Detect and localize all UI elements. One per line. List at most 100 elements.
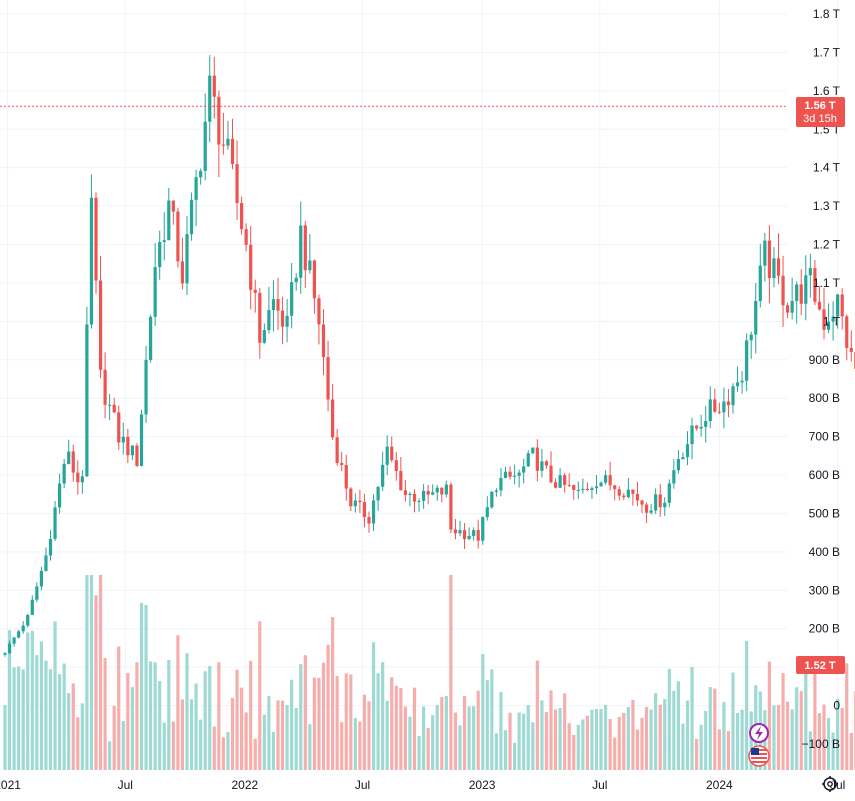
candle-body xyxy=(176,211,180,262)
volume-bar xyxy=(708,687,712,770)
candle-body xyxy=(735,382,740,387)
volume-bar xyxy=(381,662,385,770)
volume-badge: 1.52 T xyxy=(796,656,845,674)
volume-bar xyxy=(158,680,162,770)
candle-body xyxy=(321,324,326,358)
y-tick-label: 1.7 T xyxy=(813,45,841,59)
volume-bar xyxy=(499,691,503,770)
volume-bar xyxy=(80,703,84,770)
volume-bar xyxy=(335,676,339,770)
candle-body xyxy=(494,490,498,492)
volume-bar xyxy=(813,656,817,770)
volume-bar xyxy=(594,708,599,770)
candle-body xyxy=(740,380,744,383)
volume-bar xyxy=(462,695,467,770)
candle-body xyxy=(135,445,139,467)
candle-body xyxy=(67,451,71,464)
candle-body xyxy=(531,447,535,454)
volume-bar xyxy=(481,654,485,770)
volume-bar xyxy=(672,690,676,770)
candle-body xyxy=(690,425,694,445)
volume-bar xyxy=(604,704,608,770)
volume-bar xyxy=(276,700,280,770)
candle-body xyxy=(453,529,458,534)
candle-body xyxy=(535,447,539,471)
volume-bar xyxy=(572,734,576,770)
volume-bar xyxy=(526,705,530,770)
volume-bar xyxy=(21,669,25,770)
candle-body xyxy=(376,486,380,501)
y-tick-label: 500 B xyxy=(809,506,840,520)
volume-bar xyxy=(112,706,116,770)
candle-body xyxy=(139,414,144,467)
volume-bar xyxy=(221,737,225,770)
volume-bar xyxy=(399,687,403,770)
candle-body xyxy=(663,502,667,508)
candle-body xyxy=(654,494,658,511)
candle-body xyxy=(408,493,412,495)
volume-bar xyxy=(185,653,189,770)
volume-bar xyxy=(235,669,239,770)
candle-body xyxy=(485,507,489,518)
candle-body xyxy=(685,444,690,458)
volume-bar xyxy=(772,705,776,770)
volume-bar xyxy=(585,715,589,770)
volume-bar xyxy=(699,724,703,770)
candle-body xyxy=(517,472,521,476)
volume-bar xyxy=(622,712,626,770)
candle-body xyxy=(249,244,253,290)
candle-body xyxy=(121,436,125,443)
volume-bar xyxy=(144,604,148,770)
candle-body xyxy=(80,476,84,483)
volume-bar xyxy=(94,595,98,770)
volume-bar xyxy=(267,695,271,770)
candle-body xyxy=(226,138,230,146)
lightning-icon[interactable] xyxy=(749,723,769,743)
x-tick-label: 2023 xyxy=(469,778,496,792)
us-flag-icon[interactable] xyxy=(748,745,770,767)
candle-body xyxy=(549,465,553,483)
volume-bar xyxy=(745,640,749,770)
candle-body xyxy=(244,229,248,245)
candle-body xyxy=(458,530,462,534)
volume-bar xyxy=(631,699,635,770)
candle-body xyxy=(130,445,134,456)
candle-body xyxy=(804,275,808,304)
volume-bar xyxy=(681,723,685,770)
volume-bar xyxy=(108,741,112,770)
volume-bar xyxy=(371,642,376,770)
volume-bar xyxy=(713,688,717,770)
y-tick-label: 1.4 T xyxy=(813,161,841,175)
x-tick-label: 2022 xyxy=(231,778,258,792)
candle-body xyxy=(795,284,799,302)
candle-body xyxy=(371,500,376,524)
candle-body xyxy=(35,586,39,600)
settings-gear-icon[interactable] xyxy=(822,776,838,792)
volume-bar xyxy=(249,660,253,770)
volume-bar xyxy=(7,630,12,770)
candle-body xyxy=(508,471,512,477)
y-tick-label: 600 B xyxy=(809,468,840,482)
candle-body xyxy=(212,75,216,97)
volume-bar xyxy=(658,704,662,770)
volume-bar xyxy=(449,575,453,770)
candle-body xyxy=(708,399,712,422)
volume-bar xyxy=(786,701,790,770)
candle-body xyxy=(699,426,703,429)
candle-body xyxy=(799,284,803,304)
volume-bar xyxy=(285,705,289,770)
y-tick-label: 1.6 T xyxy=(813,84,841,98)
candle-body xyxy=(253,289,257,293)
volume-bar xyxy=(649,709,653,770)
candle-body xyxy=(499,478,503,491)
volume-bar xyxy=(676,681,680,770)
volume-bar xyxy=(508,712,512,770)
candle-body xyxy=(367,517,371,524)
candle-body xyxy=(822,309,826,330)
candle-body xyxy=(845,316,849,348)
candle-body xyxy=(117,412,121,443)
current-price-badge: 1.56 T 3d 15h xyxy=(796,97,845,127)
candle-body xyxy=(149,316,153,360)
candle-body xyxy=(217,96,221,145)
